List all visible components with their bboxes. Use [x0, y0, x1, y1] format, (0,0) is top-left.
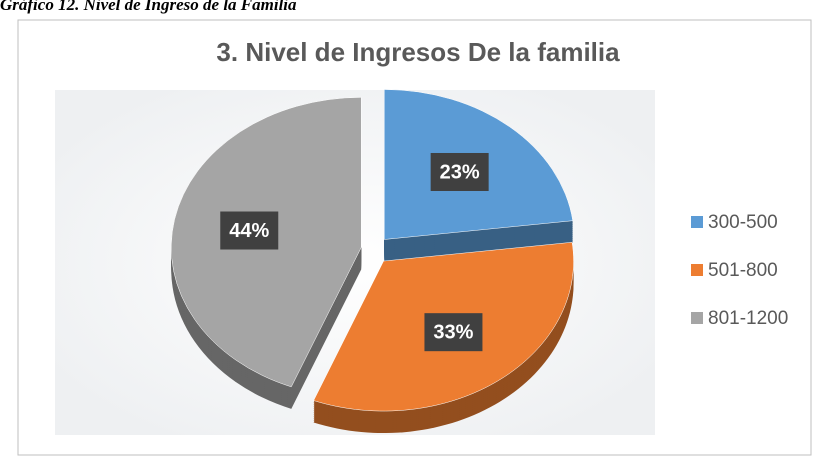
data-label: 44% — [229, 220, 269, 242]
caption: Gráfico 12. Nivel de Ingreso de la Famil… — [0, 0, 297, 14]
data-label-box — [424, 313, 483, 352]
legend-label: 300-500 — [708, 212, 778, 233]
legend-swatch — [691, 264, 703, 276]
legend-label: 801-1200 — [708, 308, 788, 329]
data-label: 23% — [440, 161, 480, 183]
legend: 300-500 501-800 801-1200 — [691, 212, 788, 329]
legend-swatch — [691, 312, 703, 324]
data-label-box — [430, 152, 489, 191]
legend-label: 501-800 — [708, 260, 778, 281]
data-label: 33% — [433, 321, 473, 343]
legend-swatch — [691, 216, 703, 228]
data-label-box — [220, 211, 279, 250]
pie: 23% 33% 44% — [171, 89, 574, 434]
chart-title: 3. Nivel de Ingresos De la familia — [216, 37, 620, 67]
